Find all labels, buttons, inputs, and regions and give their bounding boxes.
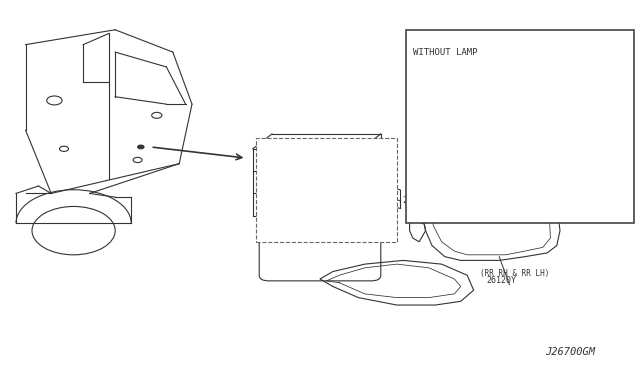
Circle shape bbox=[138, 145, 144, 149]
Text: 26420N: 26420N bbox=[351, 169, 383, 178]
Text: J26700GM: J26700GM bbox=[545, 347, 595, 357]
Bar bbox=[406, 30, 634, 223]
Text: (RR RH & RR LH): (RR RH & RR LH) bbox=[480, 269, 549, 278]
Bar bbox=[256, 138, 397, 242]
Text: 26120Y: 26120Y bbox=[486, 276, 516, 285]
FancyBboxPatch shape bbox=[259, 236, 381, 281]
Text: WITHOUT LAMP: WITHOUT LAMP bbox=[413, 48, 477, 57]
Text: 26420J: 26420J bbox=[402, 196, 434, 205]
